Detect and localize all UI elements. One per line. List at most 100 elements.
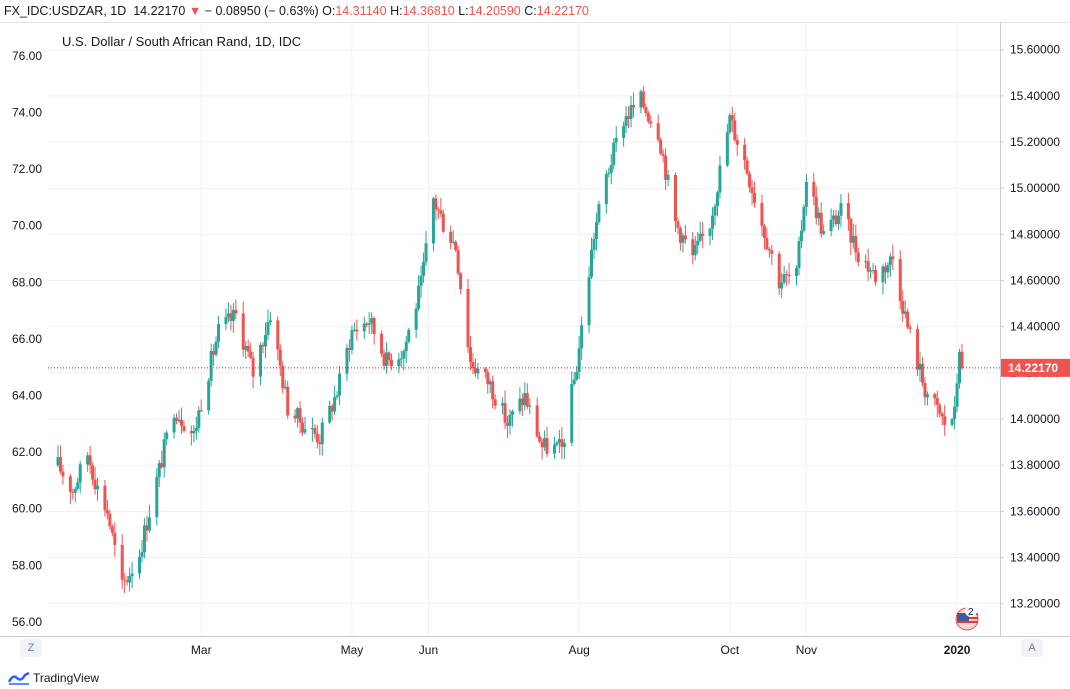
symbol-interval[interactable]: FX_IDC:USDZAR, 1D — [4, 4, 127, 18]
right-axis-tick-label: 15.20000 — [1010, 135, 1060, 149]
time-axis-tick-label: Jun — [419, 643, 438, 657]
candle-up — [130, 573, 134, 576]
time-axis-tick-label: 2020 — [944, 643, 971, 657]
candle-down — [770, 250, 774, 254]
candle-down — [249, 351, 253, 358]
candle-down — [631, 105, 635, 108]
candle-up — [829, 219, 833, 232]
candle-down — [365, 323, 369, 325]
candle-down — [906, 311, 910, 328]
left-axis-tick-label: 64.00 — [12, 388, 42, 402]
candle-up — [56, 457, 60, 466]
candle-up — [217, 324, 221, 342]
auto-scale-button[interactable]: A — [1021, 639, 1043, 657]
candle-down — [175, 417, 179, 422]
candle-down — [641, 91, 645, 108]
candle-down — [938, 404, 942, 414]
price-change: − 0.08950 (− 0.63%) — [204, 4, 319, 18]
candle-up — [629, 105, 633, 119]
candle-down — [814, 196, 818, 219]
last-price-tag-bg — [1001, 358, 1070, 377]
candle-up — [214, 341, 218, 355]
open-label: O: — [322, 4, 336, 18]
candle-up — [780, 282, 784, 289]
close-value: 14.22170 — [536, 4, 589, 18]
candle-down — [730, 115, 734, 121]
candle-down — [387, 352, 391, 360]
candle-down — [436, 209, 440, 211]
close-label: C: — [524, 4, 537, 18]
candle-up — [76, 482, 80, 489]
candle-down — [68, 476, 72, 492]
candle-up — [402, 350, 406, 359]
candle-up — [609, 165, 613, 173]
candle-down — [241, 313, 245, 350]
candle-down — [901, 301, 905, 314]
candle-up — [604, 174, 608, 205]
candle-down — [439, 210, 443, 214]
candle-down — [678, 228, 682, 243]
candle-up — [639, 91, 643, 108]
economic-events-badge[interactable]: 2 — [955, 605, 979, 631]
candle-up — [231, 309, 235, 321]
candle-down — [854, 235, 858, 253]
candle-down — [466, 288, 470, 348]
candle-down — [646, 112, 650, 122]
chart-title: U.S. Dollar / South African Rand, 1D, ID… — [62, 34, 301, 49]
candle-up — [397, 359, 401, 367]
candle-down — [108, 513, 112, 527]
candle-up — [804, 181, 808, 207]
candle-up — [333, 397, 337, 412]
candle-down — [644, 107, 648, 113]
candle-down — [866, 261, 870, 272]
candle-up — [335, 395, 339, 398]
last-price: 14.22170 — [133, 4, 186, 18]
candle-down — [525, 393, 529, 407]
tradingview-brand[interactable]: TradingView — [33, 671, 100, 685]
candle-down — [91, 465, 95, 480]
left-axis-tick-label: 56.00 — [12, 615, 42, 629]
zoom-button[interactable]: Z — [20, 639, 42, 657]
candle-down — [355, 329, 359, 332]
candle-up — [226, 313, 230, 317]
left-axis-tick-label: 58.00 — [12, 558, 42, 572]
candle-up — [557, 439, 561, 443]
candle-up — [715, 192, 719, 207]
candle-down — [785, 274, 789, 276]
candle-down — [251, 357, 255, 377]
candle-up — [399, 358, 403, 360]
candle-up — [696, 240, 700, 246]
right-axis-tick-label: 13.40000 — [1010, 551, 1060, 565]
candle-down — [540, 441, 544, 448]
time-axis[interactable]: Mar May Jun Aug Oct Nov 2020 — [191, 643, 971, 657]
right-axis-border — [1000, 22, 1001, 636]
candle-down — [846, 203, 850, 220]
candle-up — [328, 405, 332, 423]
events-count: 2 — [968, 607, 974, 618]
candle-down — [649, 121, 653, 124]
high-value: 14.36810 — [402, 4, 455, 18]
right-axis-tick-label: 14.60000 — [1010, 274, 1060, 288]
candle-up — [713, 206, 717, 216]
candle-up — [362, 323, 366, 332]
right-axis-tick-label: 15.40000 — [1010, 89, 1060, 103]
candle-up — [528, 405, 532, 407]
candle-up — [607, 172, 611, 175]
left-price-axis[interactable]: 76.00 74.00 72.00 70.00 68.00 66.00 64.00 62.00… — [12, 49, 42, 629]
candle-down — [733, 120, 737, 140]
left-axis-tick-label: 76.00 — [12, 49, 42, 63]
candle-down — [110, 526, 114, 533]
price-chart[interactable]: 76.00 74.00 72.00 70.00 68.00 66.00 64.00 62.00… — [0, 22, 1070, 668]
left-axis-tick-label: 62.00 — [12, 445, 42, 459]
candle-down — [491, 381, 495, 400]
candle-up — [950, 419, 954, 425]
candle-down — [760, 202, 764, 226]
right-price-axis[interactable]: 15.60000 15.40000 15.20000 15.00000 14.80000… — [1000, 43, 1060, 611]
candle-down — [456, 250, 460, 274]
candle-down — [538, 436, 542, 442]
right-axis-tick-label: 15.60000 — [1010, 43, 1060, 57]
candle-down — [701, 233, 705, 236]
candle-up — [903, 311, 907, 314]
candle-up — [871, 269, 875, 271]
candle-up — [142, 525, 146, 553]
